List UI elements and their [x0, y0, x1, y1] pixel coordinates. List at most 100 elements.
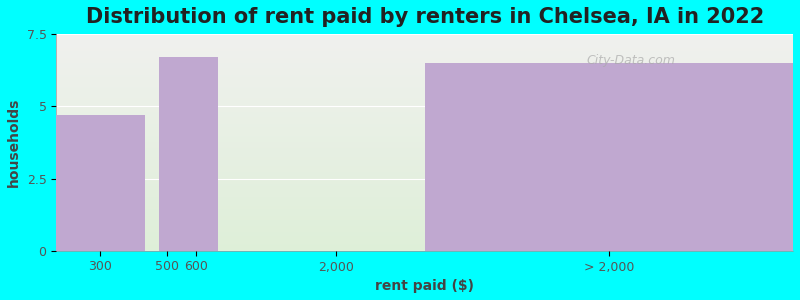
Bar — [56, 93, 793, 94]
Bar — [56, 220, 793, 221]
Bar — [56, 160, 793, 161]
Bar — [56, 214, 793, 215]
Bar — [56, 70, 793, 71]
Bar — [56, 148, 793, 149]
Bar — [56, 87, 793, 88]
Bar — [56, 179, 793, 180]
Bar — [56, 200, 793, 201]
Bar — [56, 239, 793, 240]
Bar — [56, 169, 793, 171]
Bar — [56, 136, 793, 137]
Bar — [56, 142, 793, 143]
X-axis label: rent paid ($): rent paid ($) — [375, 279, 474, 293]
Bar — [56, 211, 793, 212]
Bar — [56, 166, 793, 167]
Bar — [56, 186, 793, 187]
Bar — [56, 51, 793, 52]
Bar — [56, 198, 793, 199]
Bar — [56, 191, 793, 192]
Bar — [56, 45, 793, 46]
Bar — [56, 96, 793, 97]
Bar — [56, 221, 793, 223]
Bar — [56, 158, 793, 159]
Bar — [56, 85, 793, 86]
Bar — [56, 146, 793, 147]
Bar — [56, 217, 793, 218]
Bar — [56, 124, 793, 125]
Bar — [56, 83, 793, 84]
Bar — [56, 71, 793, 72]
Bar — [56, 171, 793, 172]
Bar — [56, 99, 793, 100]
Bar — [56, 129, 793, 130]
Bar — [56, 189, 793, 190]
Bar — [56, 118, 793, 120]
Bar — [56, 205, 793, 206]
Bar — [56, 72, 793, 73]
Bar — [56, 185, 793, 186]
Bar — [56, 54, 793, 55]
Bar — [56, 216, 793, 217]
Bar — [56, 207, 793, 208]
Bar — [56, 231, 793, 232]
Bar — [56, 150, 793, 151]
Bar — [56, 43, 793, 44]
Bar — [56, 46, 793, 47]
Bar — [56, 73, 793, 74]
Bar — [56, 92, 793, 93]
Bar — [56, 127, 793, 128]
Bar — [56, 219, 793, 220]
Bar — [56, 161, 793, 162]
Bar — [159, 57, 218, 251]
Bar — [56, 34, 793, 35]
Bar — [56, 233, 793, 235]
Bar — [56, 229, 793, 230]
Bar — [56, 203, 793, 204]
Bar — [56, 165, 793, 166]
Bar — [56, 118, 793, 119]
Bar — [56, 172, 793, 173]
Bar — [56, 89, 793, 90]
Bar — [56, 228, 793, 229]
Bar — [56, 112, 793, 113]
Bar — [56, 128, 793, 129]
Bar — [56, 36, 793, 37]
Bar — [56, 98, 793, 99]
Bar — [56, 75, 793, 76]
Bar — [56, 101, 793, 102]
Bar — [56, 69, 793, 70]
Bar — [56, 196, 793, 198]
Bar — [56, 227, 793, 228]
Bar — [56, 218, 793, 219]
Bar — [56, 65, 793, 67]
Bar — [56, 215, 793, 216]
Bar — [56, 82, 793, 83]
Bar — [56, 140, 793, 141]
Bar — [56, 201, 793, 202]
Bar — [56, 243, 793, 244]
Bar — [56, 248, 793, 249]
Bar — [56, 224, 793, 225]
Title: Distribution of rent paid by renters in Chelsea, IA in 2022: Distribution of rent paid by renters in … — [86, 7, 764, 27]
Bar — [56, 176, 793, 177]
Bar — [56, 244, 793, 245]
Bar — [56, 192, 793, 193]
Bar — [56, 139, 793, 140]
Bar — [56, 213, 793, 214]
Bar — [56, 56, 793, 57]
Bar — [56, 57, 793, 58]
Bar — [56, 49, 793, 50]
Bar — [56, 109, 793, 110]
Bar — [56, 62, 793, 63]
Bar — [56, 226, 793, 227]
Bar — [56, 97, 793, 98]
Bar — [56, 125, 793, 126]
Bar — [56, 104, 793, 106]
Bar — [56, 147, 793, 148]
Bar — [56, 241, 793, 242]
Bar — [56, 52, 793, 54]
Bar — [56, 63, 793, 64]
Bar — [56, 204, 793, 205]
Bar — [56, 121, 793, 122]
Y-axis label: households: households — [7, 98, 21, 187]
